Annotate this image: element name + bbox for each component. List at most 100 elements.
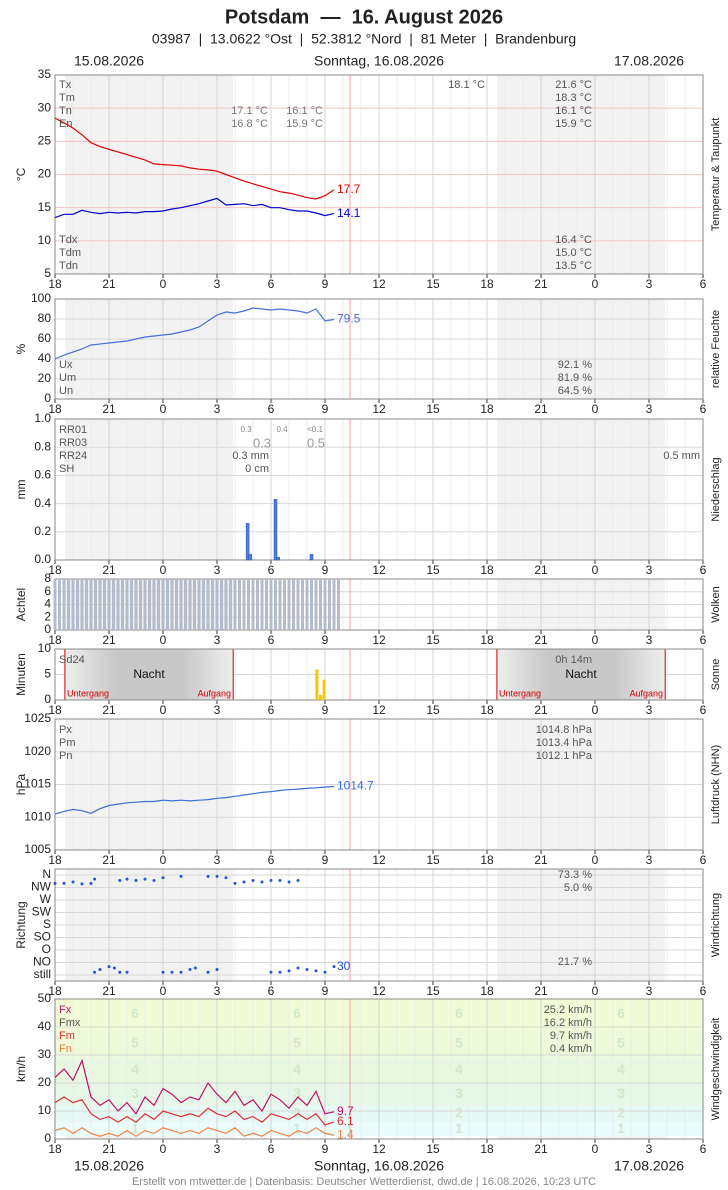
x-tick-label: 0 bbox=[592, 402, 599, 416]
side-label: Sonne bbox=[710, 659, 722, 691]
beaufort-label: 5 bbox=[455, 1035, 463, 1051]
bar bbox=[148, 579, 151, 630]
x-tick-label: 15 bbox=[426, 703, 440, 717]
x-tick-label: 3 bbox=[646, 277, 653, 291]
note: 92.1 % bbox=[558, 359, 592, 371]
beaufort-label: 4 bbox=[293, 1061, 301, 1077]
end-label: 1014.7 bbox=[337, 779, 374, 793]
x-tick-label: 3 bbox=[646, 402, 653, 416]
beaufort-label: 2 bbox=[617, 1105, 625, 1121]
bar bbox=[134, 579, 138, 630]
x-tick-label: 21 bbox=[102, 633, 116, 647]
x-tick-label: 15 bbox=[426, 402, 440, 416]
point bbox=[125, 970, 129, 974]
x-tick-label: 18 bbox=[48, 984, 62, 998]
bar bbox=[112, 579, 115, 630]
point bbox=[296, 879, 300, 883]
bar bbox=[53, 579, 57, 630]
bar bbox=[179, 579, 183, 630]
note: 9.7 km/h bbox=[550, 1030, 592, 1042]
beaufort-label: 3 bbox=[455, 1085, 463, 1101]
point bbox=[118, 970, 122, 974]
bar bbox=[301, 579, 304, 630]
bar bbox=[314, 579, 318, 630]
bar bbox=[220, 579, 223, 630]
point bbox=[260, 880, 264, 884]
y-tick-label: 5 bbox=[44, 266, 51, 280]
note: Tdx bbox=[59, 234, 78, 246]
x-tick-label: 6 bbox=[268, 563, 275, 577]
note: Aufgang bbox=[629, 688, 663, 698]
panel-frame bbox=[54, 718, 704, 851]
y-tick-label: S bbox=[43, 917, 51, 931]
bar bbox=[121, 579, 124, 630]
point bbox=[179, 874, 183, 878]
x-tick-label: 21 bbox=[102, 984, 116, 998]
point bbox=[80, 882, 84, 886]
end-label: 9.7 bbox=[337, 1104, 354, 1118]
x-tick-label: 12 bbox=[372, 1142, 386, 1156]
x-tick-label: 9 bbox=[322, 277, 329, 291]
point bbox=[98, 967, 102, 971]
y-tick-label: 0 bbox=[44, 622, 51, 636]
point bbox=[62, 881, 66, 885]
bar bbox=[62, 579, 66, 630]
note: 15.9 °C bbox=[555, 118, 592, 130]
bar bbox=[184, 579, 187, 630]
note: Tn bbox=[59, 105, 72, 117]
note: 18.1 °C bbox=[448, 79, 485, 91]
note: 0.4 bbox=[276, 425, 288, 434]
beaufort-label: 1 bbox=[617, 1120, 625, 1136]
night-shade bbox=[64, 419, 234, 560]
note: 0h 14m bbox=[555, 654, 592, 666]
bar bbox=[206, 579, 210, 630]
bar bbox=[107, 579, 111, 630]
note: Px bbox=[59, 724, 72, 736]
point bbox=[323, 970, 327, 974]
y-tick-label: 100 bbox=[31, 291, 51, 305]
y-tick-label: NW bbox=[31, 880, 52, 894]
title: Potsdam — 16. August 2026 bbox=[225, 6, 503, 28]
note: 18.3 °C bbox=[555, 92, 592, 104]
note: Um bbox=[59, 372, 76, 384]
date-center: Sonntag, 16.08.2026 bbox=[314, 53, 444, 69]
beaufort-label: 4 bbox=[455, 1061, 463, 1077]
point bbox=[332, 965, 336, 969]
x-tick-label: 12 bbox=[372, 853, 386, 867]
y-tick-label: 20 bbox=[38, 1075, 52, 1089]
note: Aufgang bbox=[197, 688, 231, 698]
beaufort-label: 5 bbox=[293, 1035, 301, 1051]
bar bbox=[238, 579, 241, 630]
x-tick-label: 0 bbox=[160, 984, 167, 998]
x-tick-label: 21 bbox=[102, 563, 116, 577]
note: 73.3 % bbox=[558, 869, 592, 881]
x-tick-label: 21 bbox=[534, 853, 548, 867]
end-label: 17.7 bbox=[337, 182, 361, 196]
note: 1013.4 hPa bbox=[536, 737, 593, 749]
bar bbox=[157, 579, 160, 630]
point bbox=[93, 877, 97, 881]
bar bbox=[337, 579, 340, 630]
point bbox=[287, 880, 291, 884]
note: 0.3 bbox=[253, 435, 271, 450]
y-tick-label: 40 bbox=[38, 351, 52, 365]
x-tick-label: 21 bbox=[534, 402, 548, 416]
beaufort-label: 2 bbox=[293, 1105, 301, 1121]
x-tick-label: 18 bbox=[480, 1142, 494, 1156]
bar bbox=[309, 554, 314, 561]
panel-frame bbox=[54, 298, 704, 400]
bar bbox=[310, 579, 313, 630]
point bbox=[224, 876, 228, 880]
bar bbox=[332, 579, 336, 630]
y-tick-label: 10 bbox=[38, 233, 52, 247]
x-tick-label: 3 bbox=[646, 563, 653, 577]
bar bbox=[274, 579, 277, 630]
note: Pn bbox=[59, 750, 72, 762]
y-tick-label: 1.0 bbox=[34, 411, 51, 425]
x-tick-label: 6 bbox=[700, 1142, 707, 1156]
bar bbox=[197, 579, 201, 630]
y-tick-label: 6 bbox=[44, 584, 51, 598]
x-tick-label: 6 bbox=[268, 984, 275, 998]
series-line bbox=[54, 197, 335, 219]
